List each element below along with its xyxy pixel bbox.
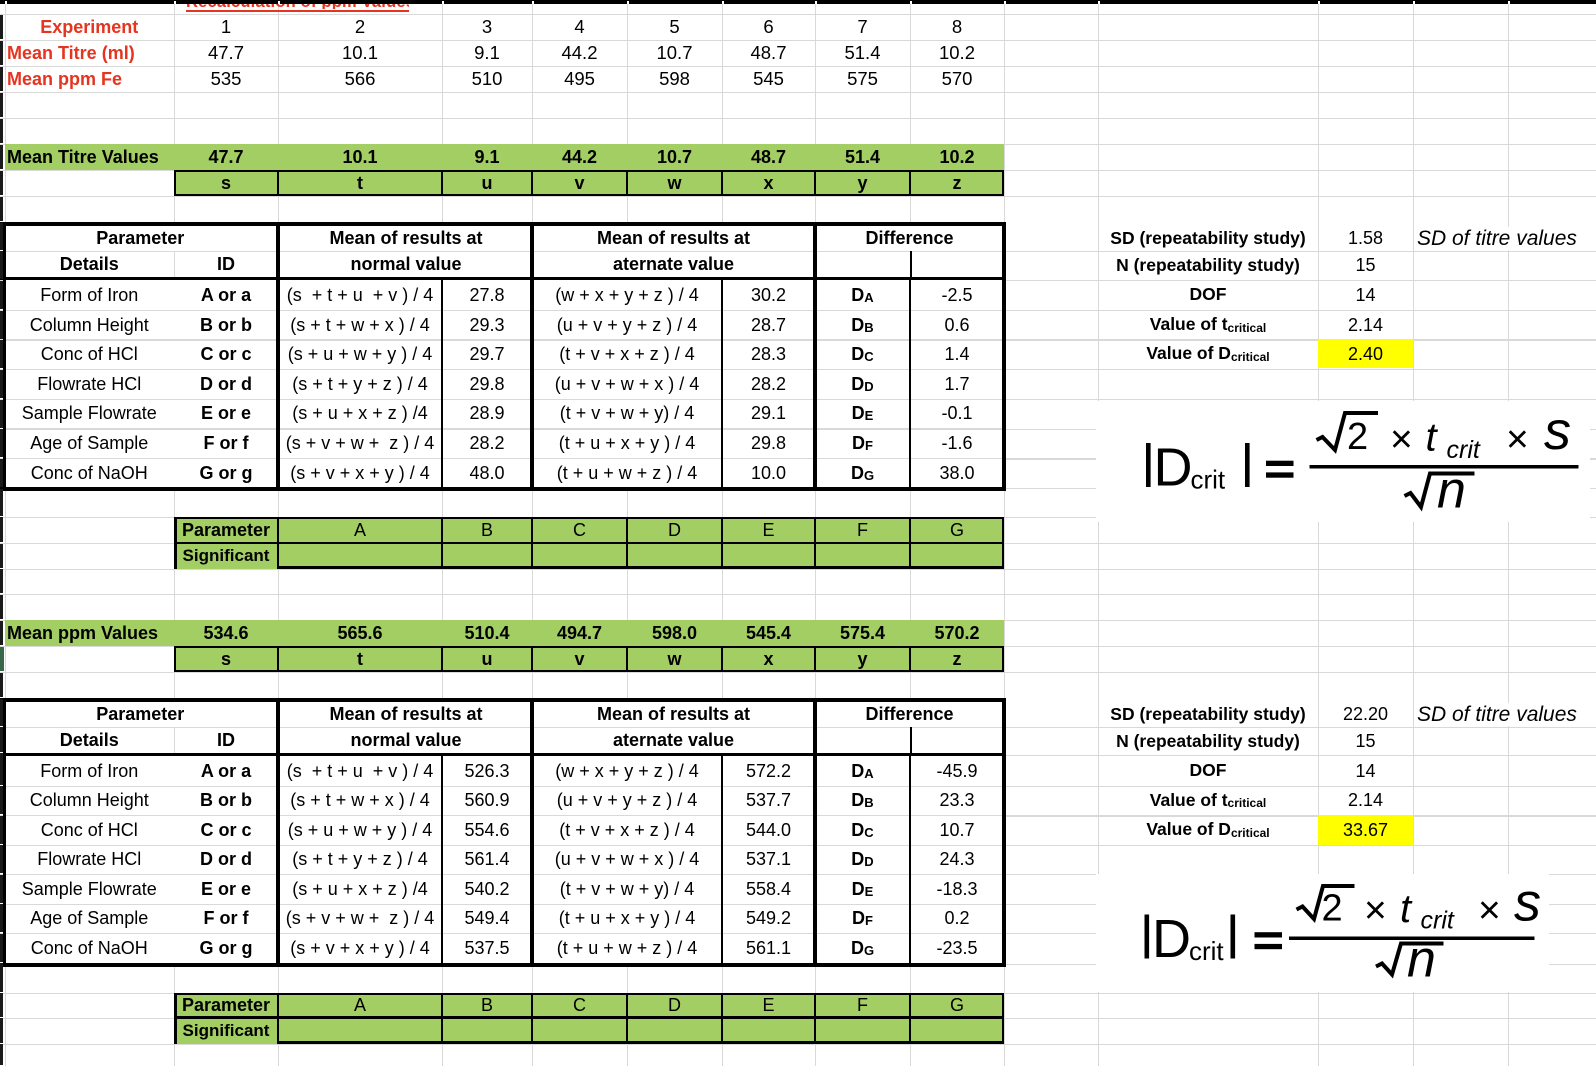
- svg-text:crit: crit: [1447, 436, 1481, 464]
- svg-text:crit: crit: [1189, 936, 1224, 966]
- svg-text:D: D: [1152, 909, 1191, 969]
- svg-text:×: ×: [1390, 418, 1413, 461]
- svg-text:t: t: [1426, 416, 1439, 460]
- svg-text:×: ×: [1364, 889, 1387, 932]
- svg-text:n: n: [1437, 462, 1466, 520]
- svg-text:2: 2: [1322, 888, 1343, 930]
- svg-text:2: 2: [1347, 416, 1368, 458]
- svg-text:t: t: [1400, 887, 1413, 931]
- svg-text:s: s: [1514, 873, 1541, 933]
- svg-text:×: ×: [1506, 418, 1529, 461]
- svg-text:s: s: [1544, 401, 1571, 461]
- svg-text:crit: crit: [1191, 465, 1226, 495]
- svg-text:n: n: [1407, 931, 1436, 989]
- svg-text:D: D: [1154, 438, 1193, 498]
- svg-text:crit: crit: [1421, 907, 1455, 935]
- svg-text:×: ×: [1478, 889, 1501, 932]
